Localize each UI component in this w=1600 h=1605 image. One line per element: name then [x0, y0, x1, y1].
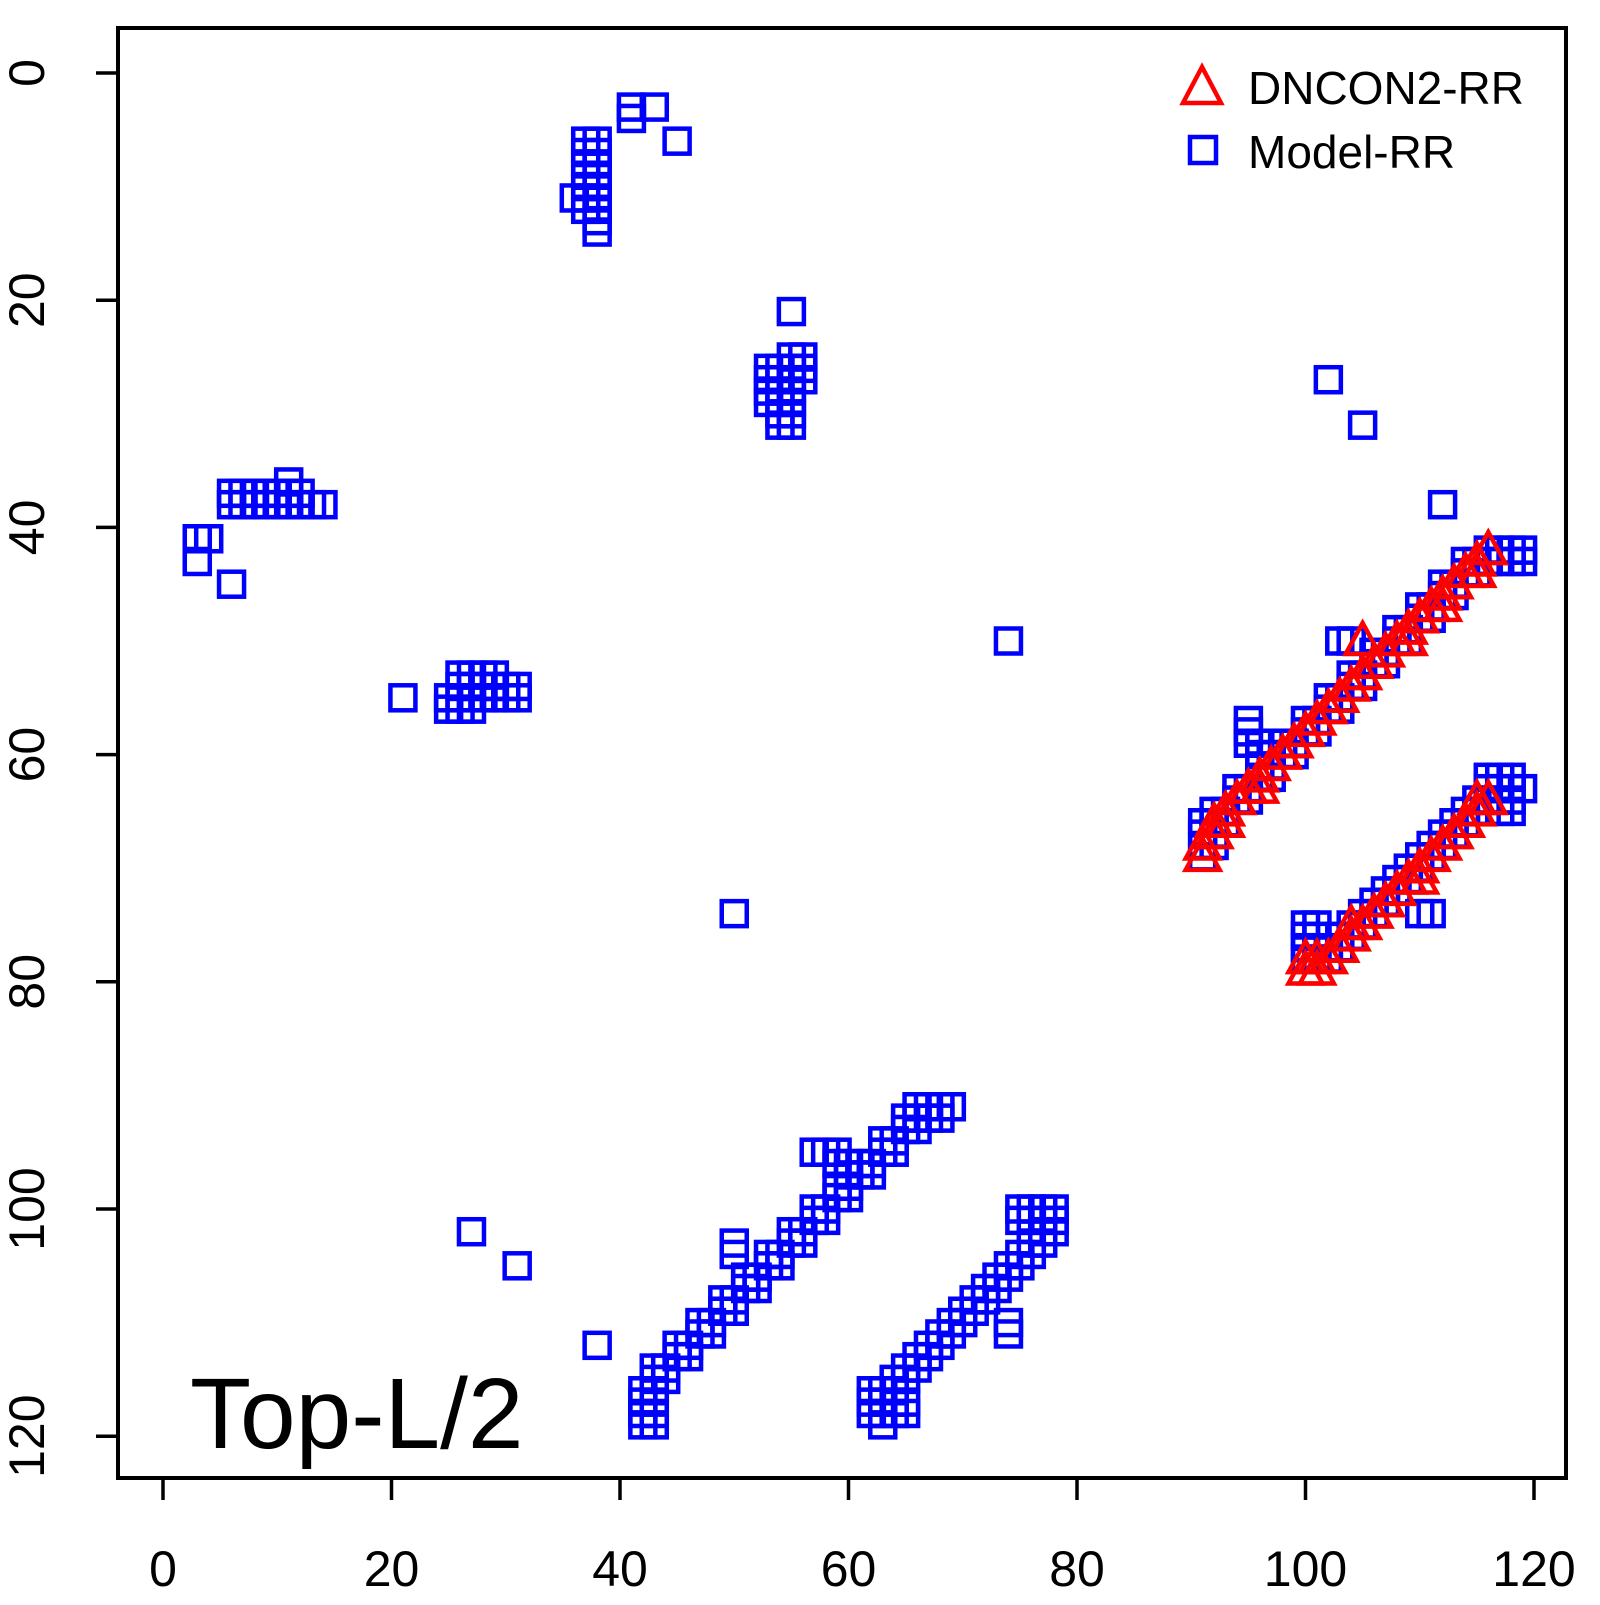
model-rr-point: [582, 217, 612, 247]
dncon2-rr-point: [1181, 834, 1224, 873]
dncon2-rr-points: [1181, 527, 1510, 986]
legend-label-dncon2: DNCON2-RR: [1248, 62, 1524, 114]
y-tick-label: 100: [0, 1167, 55, 1250]
model-rr-point: [216, 569, 247, 599]
model-rr-point: [502, 1251, 532, 1281]
y-tick-label: 80: [0, 954, 55, 1010]
dncon2-rr-point: [1330, 902, 1372, 941]
legend: DNCON2-RR Model-RR: [1179, 62, 1524, 178]
model-rr-point: [1416, 898, 1446, 929]
model-rr-point: [308, 489, 338, 520]
dncon2-rr-point: [1193, 800, 1235, 839]
dncon2-rr-point: [1181, 822, 1224, 861]
model-rr-point: [1347, 410, 1378, 440]
dncon2-rr-point: [1284, 936, 1327, 975]
model-rr-point: [502, 683, 532, 713]
legend-label-model: Model-RR: [1248, 126, 1455, 178]
x-tick-label: 60: [821, 1541, 877, 1597]
model-rr-point: [719, 1239, 749, 1270]
dncon2-rr-point: [1284, 947, 1327, 986]
plot-border: [116, 26, 1568, 1480]
model-rr-point: [1507, 546, 1538, 577]
model-rr-point: [776, 410, 807, 440]
x-tick-label: 80: [1049, 1541, 1105, 1597]
model-rr-point: [456, 1216, 487, 1247]
model-rr-point: [616, 103, 647, 134]
x-axis: 0 20 40 60 80 100 120: [149, 1478, 1576, 1597]
triangle-icon: [1179, 62, 1225, 106]
y-tick-label: 120: [0, 1394, 55, 1477]
model-rr-point: [639, 1410, 670, 1440]
model-rr-point: [776, 296, 807, 327]
model-rr-point: [193, 524, 224, 554]
model-rr-point: [1313, 364, 1344, 395]
x-tick-label: 0: [149, 1541, 177, 1597]
y-tick-label: 20: [0, 272, 55, 328]
x-tick-label: 120: [1492, 1541, 1575, 1597]
model-rr-point: [993, 1319, 1024, 1349]
dncon2-rr-point: [1456, 777, 1498, 816]
model-rr-point: [936, 1092, 967, 1122]
y-tick-label: 0: [0, 59, 55, 87]
square-icon: [1187, 134, 1219, 166]
x-tick-label: 40: [592, 1541, 648, 1597]
model-rr-point: [662, 126, 692, 156]
model-rr-point: [582, 1330, 612, 1361]
model-rr-point: [833, 1160, 864, 1190]
y-tick-label: 40: [0, 500, 55, 556]
model-rr-point: [890, 1398, 921, 1429]
model-rr-point: [719, 898, 749, 929]
x-tick-label: 20: [364, 1541, 420, 1597]
model-rr-points: [182, 92, 1538, 1440]
dncon2-rr-point: [1341, 618, 1384, 657]
y-axis: 0 20 40 60 80 100 120: [0, 59, 118, 1478]
model-rr-point: [1427, 489, 1458, 520]
y-tick-label: 60: [0, 727, 55, 783]
x-tick-label: 100: [1264, 1541, 1347, 1597]
model-rr-point: [388, 683, 418, 713]
model-rr-point: [993, 626, 1024, 656]
plot-title: Top-L/2: [190, 1358, 524, 1470]
